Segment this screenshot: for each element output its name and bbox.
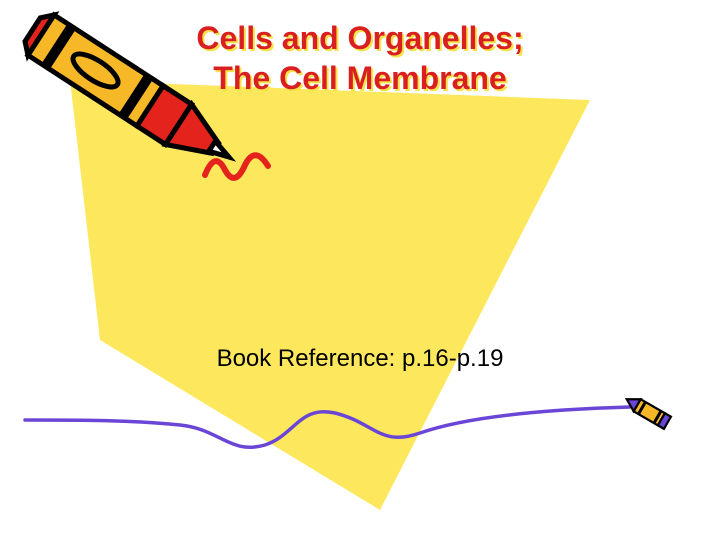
purple-wave-icon <box>20 385 660 465</box>
slide-subtitle: Book Reference: p.16-p.19 <box>0 345 720 373</box>
slide-stage: Cells and Organelles; The Cell Membrane … <box>0 0 720 540</box>
red-squiggle-icon <box>200 140 290 190</box>
small-crayon-icon <box>620 390 680 440</box>
